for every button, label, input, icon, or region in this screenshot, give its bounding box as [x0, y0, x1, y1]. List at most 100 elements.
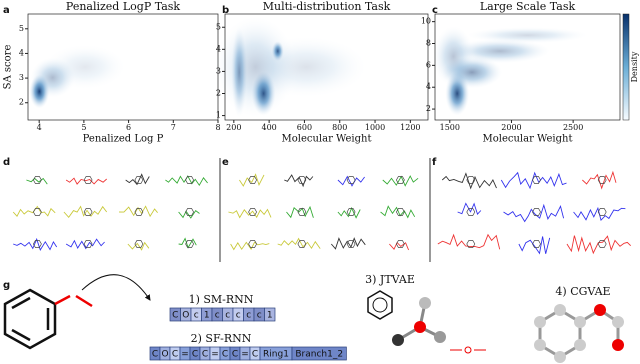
molecule-sketch — [228, 208, 272, 219]
y-tick-label: 2 — [19, 98, 24, 107]
y-tick-label: 5 — [19, 24, 24, 33]
molecule-ring — [346, 208, 356, 216]
token: 1 — [204, 311, 210, 321]
density-blob — [45, 45, 125, 89]
molecule-ring — [83, 240, 93, 248]
x-tick-label: 600 — [297, 123, 312, 132]
y-tick-label: 4 — [19, 48, 24, 57]
molecule-ring — [466, 208, 476, 216]
molecule-sketch — [277, 237, 321, 250]
token-box — [291, 346, 347, 361]
token: c — [225, 311, 230, 321]
token: c — [257, 311, 262, 321]
x-tick-label: 800 — [332, 123, 347, 132]
molecule-ring — [185, 208, 195, 216]
panel-label: e — [222, 157, 229, 168]
y-tick-label: 3 — [19, 73, 24, 82]
molecule-sketch — [125, 173, 150, 186]
panel-label: c — [432, 5, 438, 16]
token: C — [232, 350, 238, 360]
y-tick-label: 3 — [216, 66, 221, 75]
y-tick-label: 4 — [426, 82, 431, 91]
molecule-ring — [395, 240, 405, 248]
density-blob — [467, 27, 588, 44]
molecule-ring — [297, 240, 307, 248]
chart-title: Penalized LogP Task — [66, 0, 180, 13]
molecule-sketch — [65, 177, 107, 185]
molecule-ring — [134, 240, 144, 248]
cgvae-graph — [534, 304, 624, 363]
molecule-sketch — [566, 235, 632, 255]
y-tick-label: 1 — [216, 111, 221, 120]
panel-label: g — [3, 280, 10, 291]
molecule-sketch — [230, 241, 270, 251]
molecule-ring — [346, 176, 356, 184]
molecule-sketch — [389, 241, 410, 251]
token: C — [202, 350, 208, 360]
token: Branch1_2 — [295, 350, 343, 360]
token: O — [182, 311, 189, 321]
molecule-sketch — [178, 209, 200, 219]
x-axis-label: Penalized Log P — [83, 134, 164, 145]
token: C — [172, 350, 178, 360]
molecule-sketch — [127, 241, 150, 251]
molecule-ring — [395, 176, 405, 184]
x-tick-label: 6 — [126, 123, 131, 132]
y-tick-label: 2 — [426, 104, 431, 113]
molecule-sketch — [165, 175, 208, 187]
token: C — [192, 350, 198, 360]
token: C — [152, 350, 158, 360]
x-tick-label: 7 — [171, 123, 176, 132]
molecule-sketch — [12, 205, 56, 217]
y-axis-label: SA score — [3, 45, 14, 90]
sm-rnn-title: 1) SM-RNN — [189, 293, 254, 306]
token: c — [194, 311, 199, 321]
molecule-ring — [248, 240, 258, 248]
density-blob — [449, 39, 550, 64]
molecule-sketch — [337, 206, 361, 219]
y-tick-label: 6 — [426, 60, 431, 69]
molecule-sketch — [119, 205, 158, 218]
molecule-sketch — [286, 205, 314, 219]
molecule-ring — [597, 176, 607, 184]
y-tick-label: 10 — [421, 17, 431, 26]
token: C — [222, 350, 228, 360]
molecule-ring — [466, 176, 476, 184]
density-blob — [215, 17, 296, 117]
molecule-sketch — [582, 170, 617, 190]
token: O — [161, 350, 168, 360]
x-tick-label: 1000 — [365, 123, 385, 132]
y-tick-label: 2 — [216, 89, 221, 98]
molecule-sketch — [330, 237, 366, 250]
sf-rnn-title: 2) SF-RNN — [191, 332, 252, 345]
x-tick-label: 1500 — [440, 123, 460, 132]
molecule-ring — [346, 240, 356, 248]
molecule-sketch — [457, 202, 482, 215]
panel-label: b — [222, 5, 229, 16]
molecule-sketch — [337, 175, 365, 187]
panel-label: a — [3, 5, 10, 16]
molecule-ring — [185, 240, 195, 248]
panel-label: f — [432, 157, 437, 168]
token: Ring1 — [263, 350, 289, 360]
molecule-ring — [297, 208, 307, 216]
token-box — [264, 307, 276, 322]
token: 1 — [267, 311, 273, 321]
y-tick-label: 5 — [216, 22, 221, 31]
x-tick-label: 400 — [261, 123, 276, 132]
x-tick-label: 4 — [37, 123, 42, 132]
molecule-ring — [134, 176, 144, 184]
x-tick-label: 2000 — [501, 123, 521, 132]
molecule-sketch — [26, 177, 48, 185]
density-blob — [433, 26, 474, 87]
cgvae-title: 4) CGVAE — [555, 285, 610, 298]
y-tick-label: 4 — [216, 44, 221, 53]
molecule-sketch — [239, 173, 265, 187]
molecule-sketch — [65, 238, 105, 250]
x-tick-label: 2500 — [563, 123, 583, 132]
molecule-ring — [32, 240, 42, 248]
x-tick-label: 8 — [215, 123, 220, 132]
molecule-sketch — [382, 175, 419, 187]
molecule-sketch — [178, 237, 197, 249]
